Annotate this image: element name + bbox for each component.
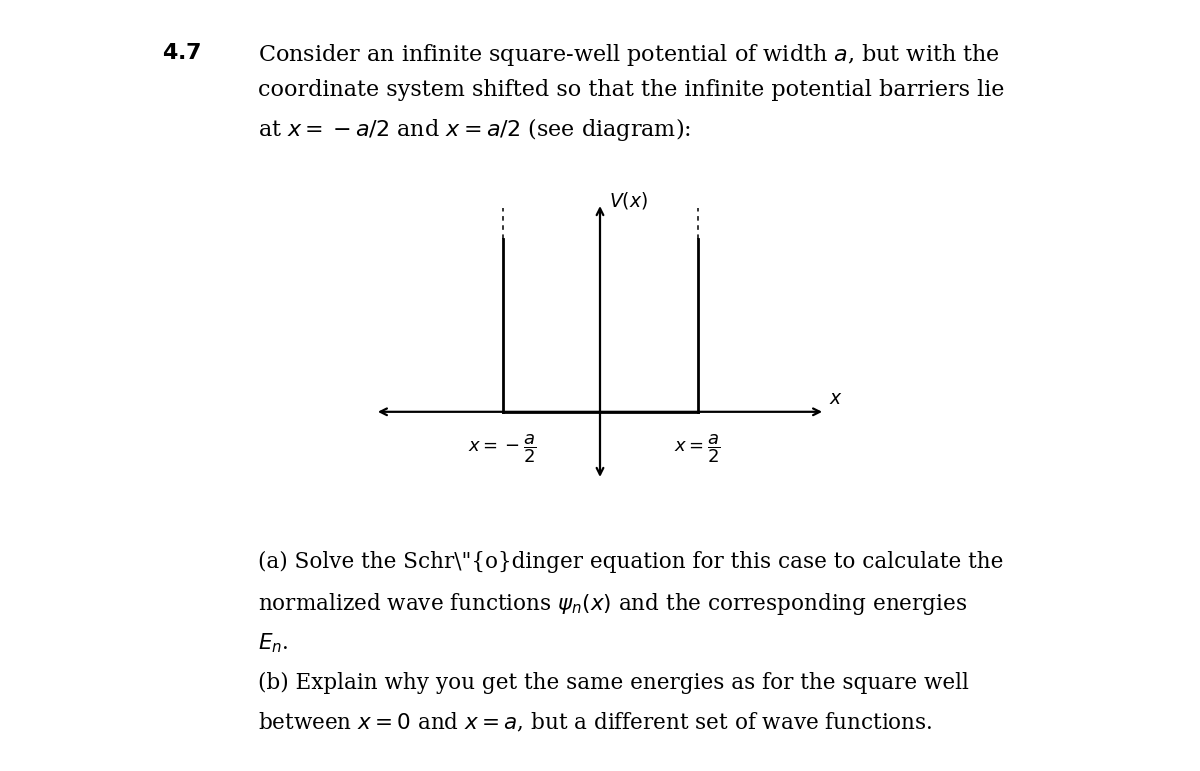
- Text: between $x = 0$ and $x = a$, but a different set of wave functions.: between $x = 0$ and $x = a$, but a diffe…: [258, 712, 932, 735]
- Text: (b) Explain why you get the same energies as for the square well: (b) Explain why you get the same energie…: [258, 672, 968, 694]
- Text: $x$: $x$: [829, 390, 842, 408]
- Text: $\mathbf{4.7}$: $\mathbf{4.7}$: [162, 42, 202, 65]
- Text: at $x = -a/2$ and $x = a/2$ (see diagram):: at $x = -a/2$ and $x = a/2$ (see diagram…: [258, 116, 691, 143]
- Text: $x = -\dfrac{a}{2}$: $x = -\dfrac{a}{2}$: [468, 433, 536, 465]
- Text: $E_n$.: $E_n$.: [258, 631, 288, 655]
- Text: coordinate system shifted so that the infinite potential barriers lie: coordinate system shifted so that the in…: [258, 79, 1004, 102]
- Text: normalized wave functions $\psi_n(x)$ and the corresponding energies: normalized wave functions $\psi_n(x)$ an…: [258, 591, 967, 618]
- Text: $x = \dfrac{a}{2}$: $x = \dfrac{a}{2}$: [674, 433, 721, 465]
- Text: (a) Solve the Schr\"{o}dinger equation for this case to calculate the: (a) Solve the Schr\"{o}dinger equation f…: [258, 551, 1003, 574]
- Text: $V(x)$: $V(x)$: [610, 190, 648, 211]
- Text: Consider an infinite square-well potential of width $a$, but with the: Consider an infinite square-well potenti…: [258, 42, 1000, 69]
